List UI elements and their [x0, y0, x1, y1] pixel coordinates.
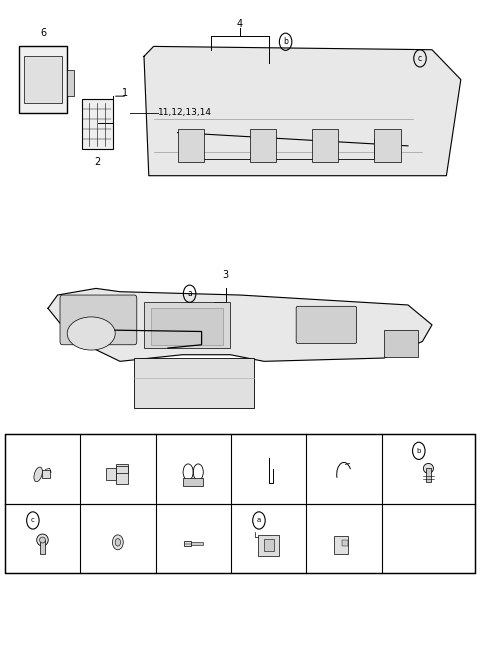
FancyBboxPatch shape [82, 99, 113, 149]
Text: 18: 18 [187, 515, 199, 526]
FancyBboxPatch shape [384, 330, 418, 357]
FancyBboxPatch shape [264, 540, 274, 551]
Text: 5: 5 [39, 446, 46, 456]
FancyBboxPatch shape [343, 540, 348, 546]
FancyBboxPatch shape [134, 358, 254, 408]
FancyBboxPatch shape [116, 467, 128, 473]
FancyBboxPatch shape [151, 308, 223, 345]
Text: a: a [257, 517, 261, 524]
Text: c: c [31, 517, 35, 524]
FancyBboxPatch shape [426, 468, 431, 483]
FancyBboxPatch shape [40, 540, 45, 554]
Text: 3: 3 [223, 270, 228, 280]
FancyBboxPatch shape [116, 464, 128, 484]
Ellipse shape [34, 467, 42, 482]
Text: b: b [283, 37, 288, 46]
FancyBboxPatch shape [42, 471, 50, 479]
Ellipse shape [39, 537, 45, 543]
Text: a: a [187, 289, 192, 298]
Ellipse shape [67, 317, 115, 350]
Text: 17: 17 [112, 515, 124, 526]
FancyBboxPatch shape [250, 129, 276, 162]
Text: 6: 6 [40, 29, 46, 38]
Text: 9: 9 [265, 446, 272, 456]
Text: 20: 20 [338, 515, 350, 526]
FancyBboxPatch shape [19, 46, 67, 113]
Text: 8: 8 [190, 446, 196, 456]
Text: 1: 1 [122, 88, 129, 98]
FancyBboxPatch shape [296, 306, 357, 343]
Polygon shape [48, 288, 432, 361]
Text: 19: 19 [274, 515, 286, 526]
Text: c: c [418, 54, 422, 63]
Polygon shape [144, 46, 461, 176]
FancyBboxPatch shape [178, 129, 204, 162]
Text: 7: 7 [115, 446, 121, 456]
FancyBboxPatch shape [374, 129, 401, 162]
Text: 16: 16 [47, 515, 60, 526]
Ellipse shape [36, 534, 48, 546]
FancyBboxPatch shape [5, 434, 475, 573]
Ellipse shape [423, 463, 433, 473]
Text: 2: 2 [94, 157, 100, 167]
Text: 10: 10 [338, 446, 350, 456]
Ellipse shape [112, 535, 123, 550]
Text: b: b [417, 448, 421, 454]
FancyBboxPatch shape [312, 129, 338, 162]
FancyBboxPatch shape [107, 468, 116, 481]
FancyBboxPatch shape [144, 302, 230, 348]
Ellipse shape [115, 538, 120, 546]
FancyBboxPatch shape [184, 541, 191, 546]
FancyBboxPatch shape [67, 70, 74, 96]
FancyBboxPatch shape [60, 295, 137, 345]
FancyBboxPatch shape [334, 536, 348, 554]
Text: 4: 4 [237, 19, 243, 29]
Text: 15: 15 [433, 446, 445, 456]
FancyBboxPatch shape [258, 535, 278, 556]
FancyBboxPatch shape [24, 56, 62, 103]
Text: 11,12,13,14: 11,12,13,14 [158, 108, 212, 117]
FancyBboxPatch shape [183, 478, 204, 486]
FancyBboxPatch shape [191, 542, 203, 545]
